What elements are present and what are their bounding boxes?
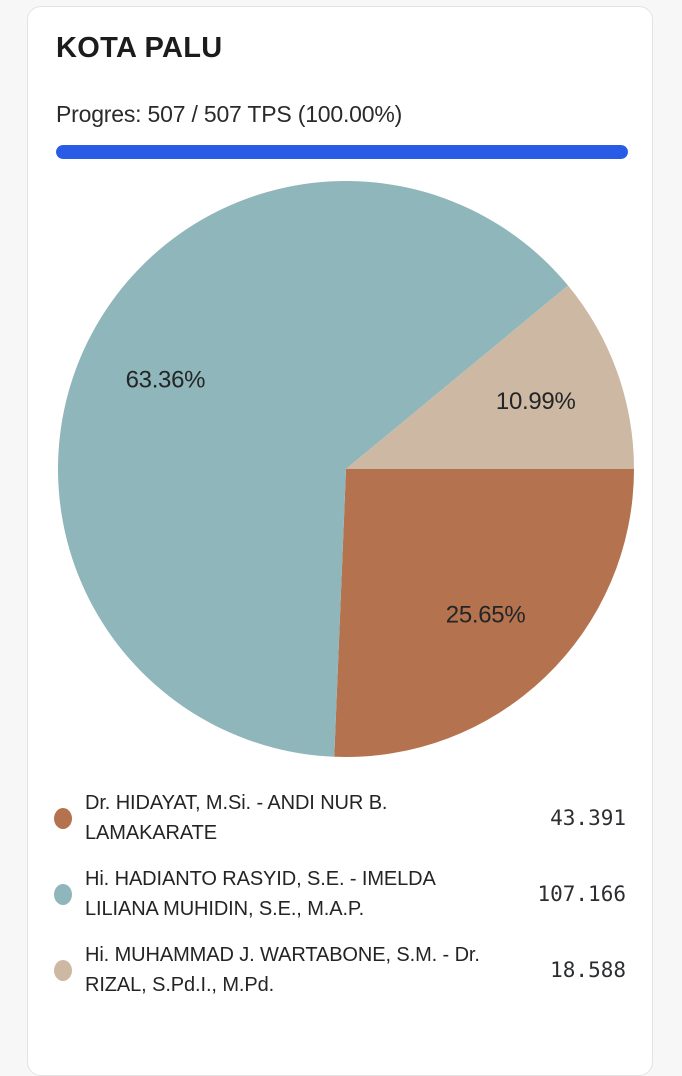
legend-label-line: Dr. HIDAYAT, M.Si. - ANDI NUR B. <box>85 792 388 814</box>
legend-value: 18.588 <box>550 958 626 982</box>
legend-marker-dot <box>54 807 72 829</box>
pie-slice-0[interactable] <box>334 469 634 758</box>
legend-value: 43.391 <box>550 806 626 830</box>
region-result-card: KOTA PALU Progres: 507 / 507 TPS (100.00… <box>27 6 653 1076</box>
pie-slice-2[interactable] <box>346 285 634 469</box>
page-title: KOTA PALU <box>56 32 223 64</box>
legend-marker-dot <box>54 883 72 905</box>
legend-value: 107.166 <box>537 882 626 906</box>
legend-item-hidayat[interactable]: Dr. HIDAYAT, M.Si. - ANDI NUR B. LAMAKAR… <box>54 787 626 849</box>
legend-label-line: Hi. HADIANTO RASYID, S.E. - IMELDA <box>85 868 436 890</box>
legend-marker-dot <box>54 959 72 981</box>
legend-label-line: LAMAKARATE <box>85 822 217 844</box>
pie-slice-1[interactable] <box>57 181 569 757</box>
legend: Dr. HIDAYAT, M.Si. - ANDI NUR B. LAMAKAR… <box>54 787 626 1001</box>
legend-label-line: Hi. MUHAMMAD J. WARTABONE, S.M. - Dr. <box>85 944 480 966</box>
progress-label: Progres: 507 / 507 TPS (100.00%) <box>56 101 403 127</box>
pie-percent-label-0: 25.65% <box>446 601 526 628</box>
legend-item-hadianto[interactable]: Hi. HADIANTO RASYID, S.E. - IMELDA LILIA… <box>54 863 626 925</box>
pie-chart: 25.65% 63.36% 10.99% <box>55 178 637 760</box>
legend-item-wartabone[interactable]: Hi. MUHAMMAD J. WARTABONE, S.M. - Dr. RI… <box>54 939 626 1001</box>
progress-bar <box>56 145 628 159</box>
pie-percent-label-1: 63.36% <box>126 366 206 393</box>
legend-label: Hi. MUHAMMAD J. WARTABONE, S.M. - Dr. RI… <box>85 940 523 1000</box>
progress-bar-fill <box>56 145 628 159</box>
legend-label-line: RIZAL, S.Pd.I., M.Pd. <box>85 974 275 996</box>
legend-label: Hi. HADIANTO RASYID, S.E. - IMELDA LILIA… <box>85 864 523 924</box>
legend-label: Dr. HIDAYAT, M.Si. - ANDI NUR B. LAMAKAR… <box>85 788 523 848</box>
pie-percent-label-2: 10.99% <box>496 388 576 415</box>
legend-label-line: LILIANA MUHIDIN, S.E., M.A.P. <box>85 898 365 920</box>
pie-chart-svg: 25.65% 63.36% 10.99% <box>57 181 634 758</box>
